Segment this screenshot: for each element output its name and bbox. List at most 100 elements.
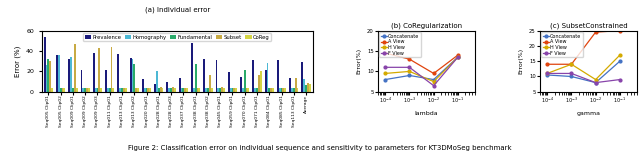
Bar — [301, 62, 303, 92]
Concatenate — [454, 56, 461, 58]
Bar — [246, 88, 248, 92]
Bar — [258, 75, 260, 92]
Bar — [63, 88, 65, 92]
Y-axis label: Error (%): Error (%) — [14, 45, 20, 77]
H View — [454, 56, 461, 58]
H View — [616, 54, 624, 56]
A View — [430, 73, 438, 74]
Bar — [168, 88, 170, 92]
Bar — [166, 82, 168, 92]
Bar — [72, 88, 74, 92]
Bar — [193, 88, 195, 92]
Bar — [76, 88, 77, 92]
Bar — [211, 88, 212, 92]
Bar — [81, 70, 83, 92]
H View — [406, 71, 413, 72]
Bar — [279, 88, 280, 92]
H View — [381, 73, 389, 74]
Title: (b) CoRegularization: (b) CoRegularization — [391, 23, 462, 29]
A View — [616, 30, 624, 32]
Line: Concatenate: Concatenate — [384, 56, 460, 81]
Legend: Concatenate, A View, H View, F View: Concatenate, A View, H View, F View — [541, 32, 583, 57]
Bar — [282, 88, 284, 92]
Bar — [284, 88, 286, 92]
Bar — [260, 71, 262, 92]
Bar — [272, 88, 274, 92]
Bar — [49, 61, 51, 92]
Bar — [277, 60, 279, 92]
Concatenate — [406, 75, 413, 76]
Bar — [307, 83, 309, 92]
Bar — [142, 78, 144, 92]
Bar — [70, 57, 72, 92]
Bar — [44, 37, 45, 92]
Bar — [88, 88, 90, 92]
Bar — [179, 78, 180, 92]
Line: Concatenate: Concatenate — [546, 60, 621, 84]
Bar — [268, 88, 270, 92]
Bar — [295, 78, 296, 92]
Bar — [97, 88, 99, 92]
Y-axis label: Error(%): Error(%) — [356, 48, 362, 74]
Bar — [111, 47, 113, 92]
Bar — [133, 64, 135, 92]
F View — [616, 79, 624, 80]
Bar — [195, 64, 196, 92]
Bar — [172, 87, 174, 92]
Concatenate — [568, 76, 575, 77]
Bar — [156, 71, 158, 92]
Bar — [242, 88, 244, 92]
Bar — [160, 87, 161, 92]
Bar — [147, 88, 149, 92]
H View — [568, 63, 575, 65]
Bar — [265, 70, 266, 92]
Bar — [119, 88, 121, 92]
Bar — [113, 88, 115, 92]
Bar — [131, 59, 133, 92]
F View — [430, 85, 438, 87]
Bar — [305, 85, 307, 92]
Bar — [121, 88, 123, 92]
Bar — [95, 88, 97, 92]
F View — [568, 73, 575, 74]
Legend: Concatenate, A View, H View, F View: Concatenate, A View, H View, F View — [380, 32, 421, 57]
Bar — [234, 88, 236, 92]
Bar — [207, 88, 209, 92]
Bar — [204, 59, 205, 92]
Bar — [45, 65, 47, 92]
Bar — [56, 55, 58, 92]
Bar — [266, 63, 268, 92]
Bar — [60, 88, 61, 92]
Bar — [84, 88, 86, 92]
Y-axis label: Error(%): Error(%) — [518, 48, 524, 74]
A View — [381, 52, 389, 54]
Line: F View: F View — [546, 72, 621, 84]
Bar — [196, 88, 198, 92]
Bar — [293, 88, 295, 92]
Bar — [68, 59, 70, 92]
Line: A View: A View — [546, 29, 621, 66]
Bar — [137, 88, 139, 92]
Bar — [184, 88, 186, 92]
Bar — [158, 88, 160, 92]
F View — [592, 82, 600, 84]
Bar — [254, 88, 256, 92]
Title: (a) Individual error: (a) Individual error — [145, 6, 210, 13]
Bar — [220, 88, 221, 92]
Bar — [61, 88, 63, 92]
Bar — [309, 84, 310, 92]
Bar — [135, 88, 137, 92]
Bar — [223, 88, 225, 92]
F View — [543, 73, 551, 74]
Concatenate — [592, 82, 600, 84]
Concatenate — [543, 74, 551, 76]
A View — [454, 54, 461, 56]
Bar — [47, 59, 49, 92]
Bar — [125, 88, 127, 92]
Bar — [198, 88, 200, 92]
Bar — [154, 84, 156, 92]
Bar — [280, 88, 282, 92]
Bar — [123, 88, 125, 92]
A View — [592, 31, 600, 33]
F View — [381, 66, 389, 68]
